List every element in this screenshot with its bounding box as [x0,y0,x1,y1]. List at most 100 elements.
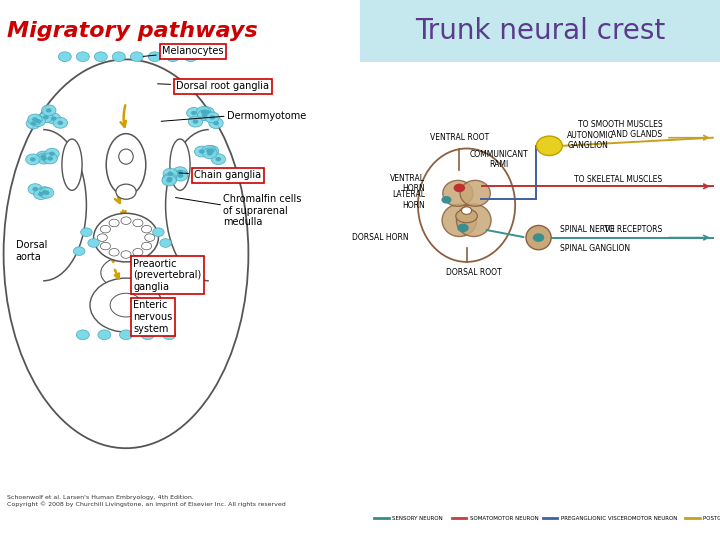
Circle shape [202,148,217,159]
Circle shape [58,52,71,62]
Circle shape [35,119,41,123]
Circle shape [191,111,197,115]
Circle shape [209,118,223,129]
Circle shape [45,148,59,159]
Circle shape [202,113,207,117]
Circle shape [32,187,38,191]
FancyBboxPatch shape [360,0,720,62]
Ellipse shape [107,134,145,196]
Circle shape [30,122,36,126]
Circle shape [43,153,58,164]
Circle shape [142,242,152,250]
Circle shape [204,110,210,114]
Ellipse shape [101,256,151,289]
Circle shape [31,116,45,126]
Circle shape [100,242,110,250]
Circle shape [116,184,136,199]
Circle shape [130,52,143,62]
Circle shape [110,293,142,317]
Text: DORSAL HORN: DORSAL HORN [352,233,409,242]
Circle shape [197,106,211,117]
Circle shape [462,207,472,214]
Circle shape [53,117,68,128]
Circle shape [36,151,50,162]
Circle shape [46,108,52,112]
Circle shape [94,213,158,262]
Ellipse shape [170,139,190,191]
Circle shape [199,150,204,154]
Circle shape [32,117,38,122]
Circle shape [211,154,225,165]
Text: Dermomyotome: Dermomyotome [227,111,306,121]
Circle shape [142,225,152,233]
Text: TO RECEPTORS: TO RECEPTORS [604,225,662,234]
Circle shape [81,228,92,237]
Circle shape [48,156,53,160]
Ellipse shape [443,180,473,206]
Ellipse shape [456,204,491,237]
Circle shape [43,115,49,119]
Circle shape [37,153,51,164]
Circle shape [454,184,465,192]
Circle shape [457,224,469,232]
Text: TO SKELETAL MUSCLES: TO SKELETAL MUSCLES [575,175,662,184]
Circle shape [109,248,119,256]
Circle shape [145,234,155,241]
Circle shape [209,149,215,153]
Circle shape [100,225,110,233]
Ellipse shape [442,204,477,237]
Text: AUTONOMIC
GANGLION: AUTONOMIC GANGLION [567,131,614,150]
Circle shape [202,145,216,156]
Circle shape [200,107,215,118]
Circle shape [41,157,47,161]
Circle shape [94,52,107,62]
Circle shape [192,119,198,124]
Text: Enteric
nervous
system: Enteric nervous system [133,300,173,334]
Text: Chain ganglia: Chain ganglia [179,171,261,180]
Circle shape [40,187,54,198]
Text: Preaortic
(prevertebral)
ganglia: Preaortic (prevertebral) ganglia [133,259,202,292]
Circle shape [37,187,52,198]
Circle shape [26,118,40,129]
Circle shape [204,146,219,157]
Circle shape [28,114,42,125]
Circle shape [173,167,187,178]
Ellipse shape [4,59,248,448]
Circle shape [188,116,202,127]
Circle shape [160,239,171,247]
Circle shape [167,172,173,176]
Circle shape [205,112,220,123]
Circle shape [178,173,184,178]
Text: VENTRAL
HORN: VENTRAL HORN [390,174,425,193]
Circle shape [58,120,63,125]
Text: Dorsal root ganglia: Dorsal root ganglia [158,82,269,91]
Ellipse shape [460,180,490,206]
Circle shape [163,173,177,184]
Circle shape [120,330,132,340]
Text: Dorsal
aorta: Dorsal aorta [16,240,48,262]
Ellipse shape [119,149,133,164]
Circle shape [42,190,48,194]
Circle shape [201,110,207,114]
Text: PREGANGLIONIC VISCEROMOTOR NEURON: PREGANGLIONIC VISCEROMOTOR NEURON [561,516,677,521]
Circle shape [163,330,176,340]
Circle shape [162,175,176,186]
Circle shape [213,121,219,125]
Ellipse shape [62,139,82,191]
Circle shape [38,192,44,196]
Circle shape [174,170,188,181]
Circle shape [184,52,197,62]
Text: SENSORY NEURON: SENSORY NEURON [392,516,443,521]
Circle shape [210,115,215,119]
Circle shape [26,154,40,165]
Circle shape [73,247,85,255]
Text: Trunk neural crest: Trunk neural crest [415,17,665,45]
Circle shape [215,157,221,161]
Circle shape [197,110,212,120]
Circle shape [47,113,61,124]
Circle shape [40,154,46,159]
Circle shape [206,148,212,153]
Ellipse shape [456,209,477,222]
Text: COMMUNICANT
RAMI: COMMUNICANT RAMI [469,150,528,169]
Circle shape [28,184,42,194]
